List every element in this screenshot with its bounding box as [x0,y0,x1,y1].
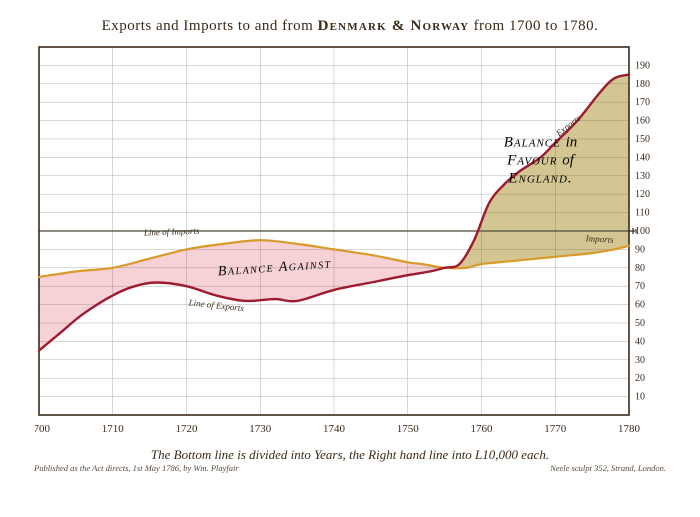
y-tick-label: 10 [635,392,645,403]
x-tick-label: 1780 [618,423,641,435]
footnote-right: Neele sculpt 352, Strand, London. [550,463,666,473]
chart-svg: 10 20 30 40 50 60 70 80 90 100 110 120 130 140 150 160 1… [35,41,665,441]
x-tick-label: 1720 [176,423,199,435]
title-suffix: from 1700 to 1780. [469,18,598,34]
y-tick-label: 20 [635,373,645,384]
y-tick-label: 70 [635,281,645,292]
y-tick-label: 160 [635,116,650,127]
y-tick-label: 150 [635,134,650,145]
y-tick-label: 180 [635,79,650,90]
x-tick-label: 1750 [397,423,420,435]
x-tick-label: 1740 [323,423,346,435]
series-label: Line of Imports [143,226,200,238]
y-tick-label: 170 [635,97,650,108]
y-tick-label: 120 [635,189,650,200]
footnote-left: Published as the Act directs, 1st May 17… [34,463,239,473]
chart-subtitle: The Bottom line is divided into Years, t… [24,447,676,463]
y-tick-label: 130 [635,171,650,182]
y-tick-label: 40 [635,336,645,347]
x-tick-label: 1770 [544,423,567,435]
title-emphasis: Denmark & Norway [318,18,470,34]
x-tick-label: 1710 [102,423,125,435]
y-tick-label: 80 [635,263,645,274]
x-tick-label: 1700 [35,423,51,435]
y-tick-label: 190 [635,60,650,71]
y-tick-label: 30 [635,355,645,366]
y-tick-label: 100 [635,226,650,237]
chart-title: Exports and Imports to and from Denmark … [24,18,676,35]
x-tick-label: 1730 [249,423,272,435]
series-label: Imports [584,233,614,245]
chart-area: 10 20 30 40 50 60 70 80 90 100 110 120 130 140 150 160 1… [35,41,665,441]
y-tick-label: 90 [635,244,645,255]
label-balance-favour: Balance inFavour ofEngland. [504,134,578,186]
title-prefix: Exports and Imports to and from [102,18,318,34]
y-tick-label: 60 [635,300,645,311]
y-tick-label: 140 [635,152,650,163]
y-tick-label: 110 [635,208,650,219]
x-tick-label: 1760 [471,423,494,435]
y-tick-label: 50 [635,318,645,329]
